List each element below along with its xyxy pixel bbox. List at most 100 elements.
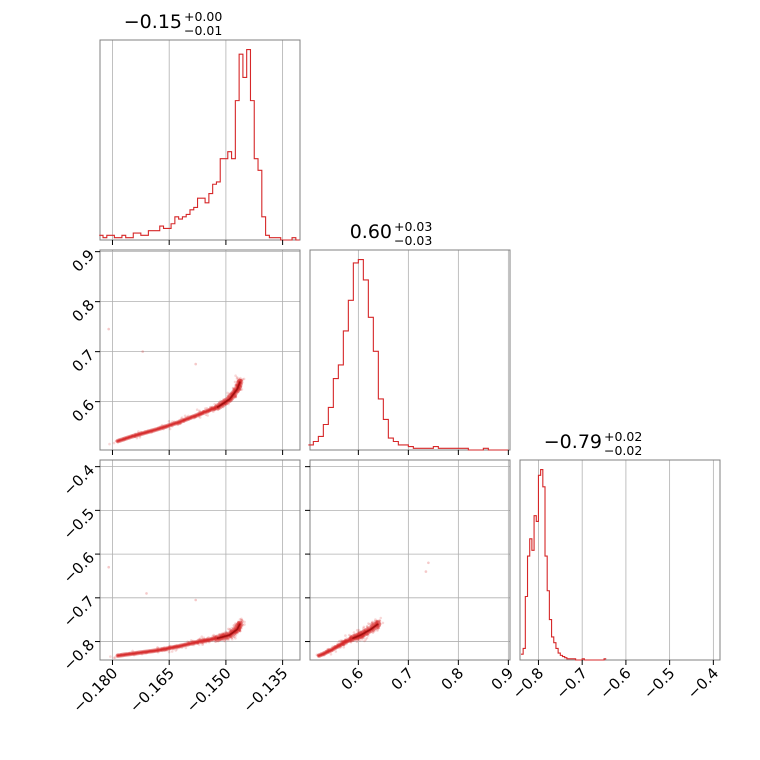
sample-point	[235, 377, 239, 380]
sample-point	[235, 622, 238, 626]
sample-point	[228, 627, 232, 631]
sample-point	[183, 414, 187, 418]
sample-point	[233, 623, 236, 627]
sample-point	[170, 650, 174, 653]
sample-point	[219, 399, 222, 403]
density-contour	[115, 380, 242, 444]
sample-point	[378, 619, 381, 623]
sample-point	[107, 327, 110, 331]
sample-point	[368, 623, 371, 626]
sample-point	[217, 633, 221, 636]
sample-point	[362, 625, 366, 629]
sample-point	[371, 620, 374, 624]
sample-point	[221, 632, 224, 635]
sample-point	[226, 638, 229, 641]
sample-point	[373, 620, 377, 624]
sample-point	[355, 628, 359, 632]
y-tick-label: −0.4	[60, 461, 98, 499]
density-contour	[116, 381, 241, 443]
sample-point	[194, 598, 197, 602]
sample-point	[224, 630, 227, 634]
y-tick-label: −0.8	[60, 636, 98, 674]
sample-point	[363, 627, 367, 631]
sample-point	[359, 630, 363, 633]
sample-point	[376, 620, 379, 623]
sample-point	[366, 634, 370, 637]
sample-point	[234, 374, 237, 378]
sample-point	[376, 626, 380, 630]
sample-point	[226, 394, 230, 398]
sample-point	[377, 626, 381, 630]
sample-point	[379, 622, 382, 626]
sample-point	[239, 378, 242, 382]
sample-point	[240, 618, 243, 622]
panel-frame	[99, 249, 301, 451]
panel-2-1	[309, 459, 511, 661]
sample-point	[226, 637, 229, 641]
panel-frame	[519, 459, 721, 661]
panel-title-median-0: −0.15	[124, 11, 182, 33]
sample-point	[239, 376, 242, 380]
sample-point	[112, 656, 116, 660]
sample-point	[239, 629, 242, 633]
sample-point	[424, 570, 428, 573]
sample-point	[365, 625, 369, 629]
sample-point	[239, 388, 242, 392]
sample-point	[357, 630, 360, 634]
sample-point	[375, 619, 379, 623]
sample-point	[233, 625, 236, 629]
sample-point	[377, 626, 381, 630]
sample-point	[361, 628, 365, 632]
sample-point	[373, 628, 377, 632]
panel-title-plus-0: +0.00	[184, 9, 222, 24]
sample-point	[167, 650, 171, 654]
sample-point	[112, 441, 116, 445]
sample-point	[145, 592, 148, 595]
sample-point	[200, 635, 204, 638]
sample-point	[234, 634, 238, 637]
y-tick-label: −0.7	[60, 592, 98, 630]
sample-point	[180, 416, 184, 420]
sample-point	[372, 630, 376, 633]
sample-point	[376, 629, 379, 632]
sample-point	[240, 626, 243, 630]
sample-point	[240, 378, 243, 382]
sample-point	[232, 624, 235, 627]
sample-point	[206, 414, 209, 417]
panel-frame	[99, 39, 301, 241]
panel-frame	[309, 459, 511, 661]
sample-point	[241, 378, 245, 381]
sample-point	[234, 395, 238, 399]
sample-point	[378, 622, 382, 625]
sample-point	[378, 619, 382, 623]
sample-point	[357, 638, 360, 642]
sample-point	[230, 626, 234, 630]
sample-point	[358, 639, 362, 642]
density-contour-inner	[216, 381, 241, 408]
panel-1-0	[99, 249, 301, 451]
density-contour-inner	[352, 623, 379, 639]
sample-point	[241, 623, 245, 627]
sample-point	[213, 403, 216, 406]
sample-point	[141, 350, 144, 353]
x-tick-label: −0.180	[69, 664, 121, 716]
sample-point	[232, 635, 236, 639]
y-tick-label: 0.8	[68, 296, 98, 326]
sample-point	[377, 620, 381, 623]
sample-point	[371, 622, 375, 625]
x-tick-label: 0.7	[388, 664, 418, 694]
sample-point	[168, 427, 172, 431]
sample-point	[227, 638, 231, 641]
sample-point	[370, 621, 374, 624]
sample-point	[355, 640, 359, 644]
y-tick-label: 0.6	[68, 396, 98, 426]
sample-point	[195, 408, 199, 412]
sample-point	[427, 561, 430, 565]
sample-point	[232, 626, 235, 630]
panel-2-2: −0.79 +0.02−0.02	[519, 429, 721, 661]
sample-point	[113, 656, 117, 659]
sample-point	[367, 622, 370, 625]
histogram-step-0	[99, 48, 300, 241]
sample-point	[379, 616, 383, 620]
sample-point	[243, 620, 246, 624]
